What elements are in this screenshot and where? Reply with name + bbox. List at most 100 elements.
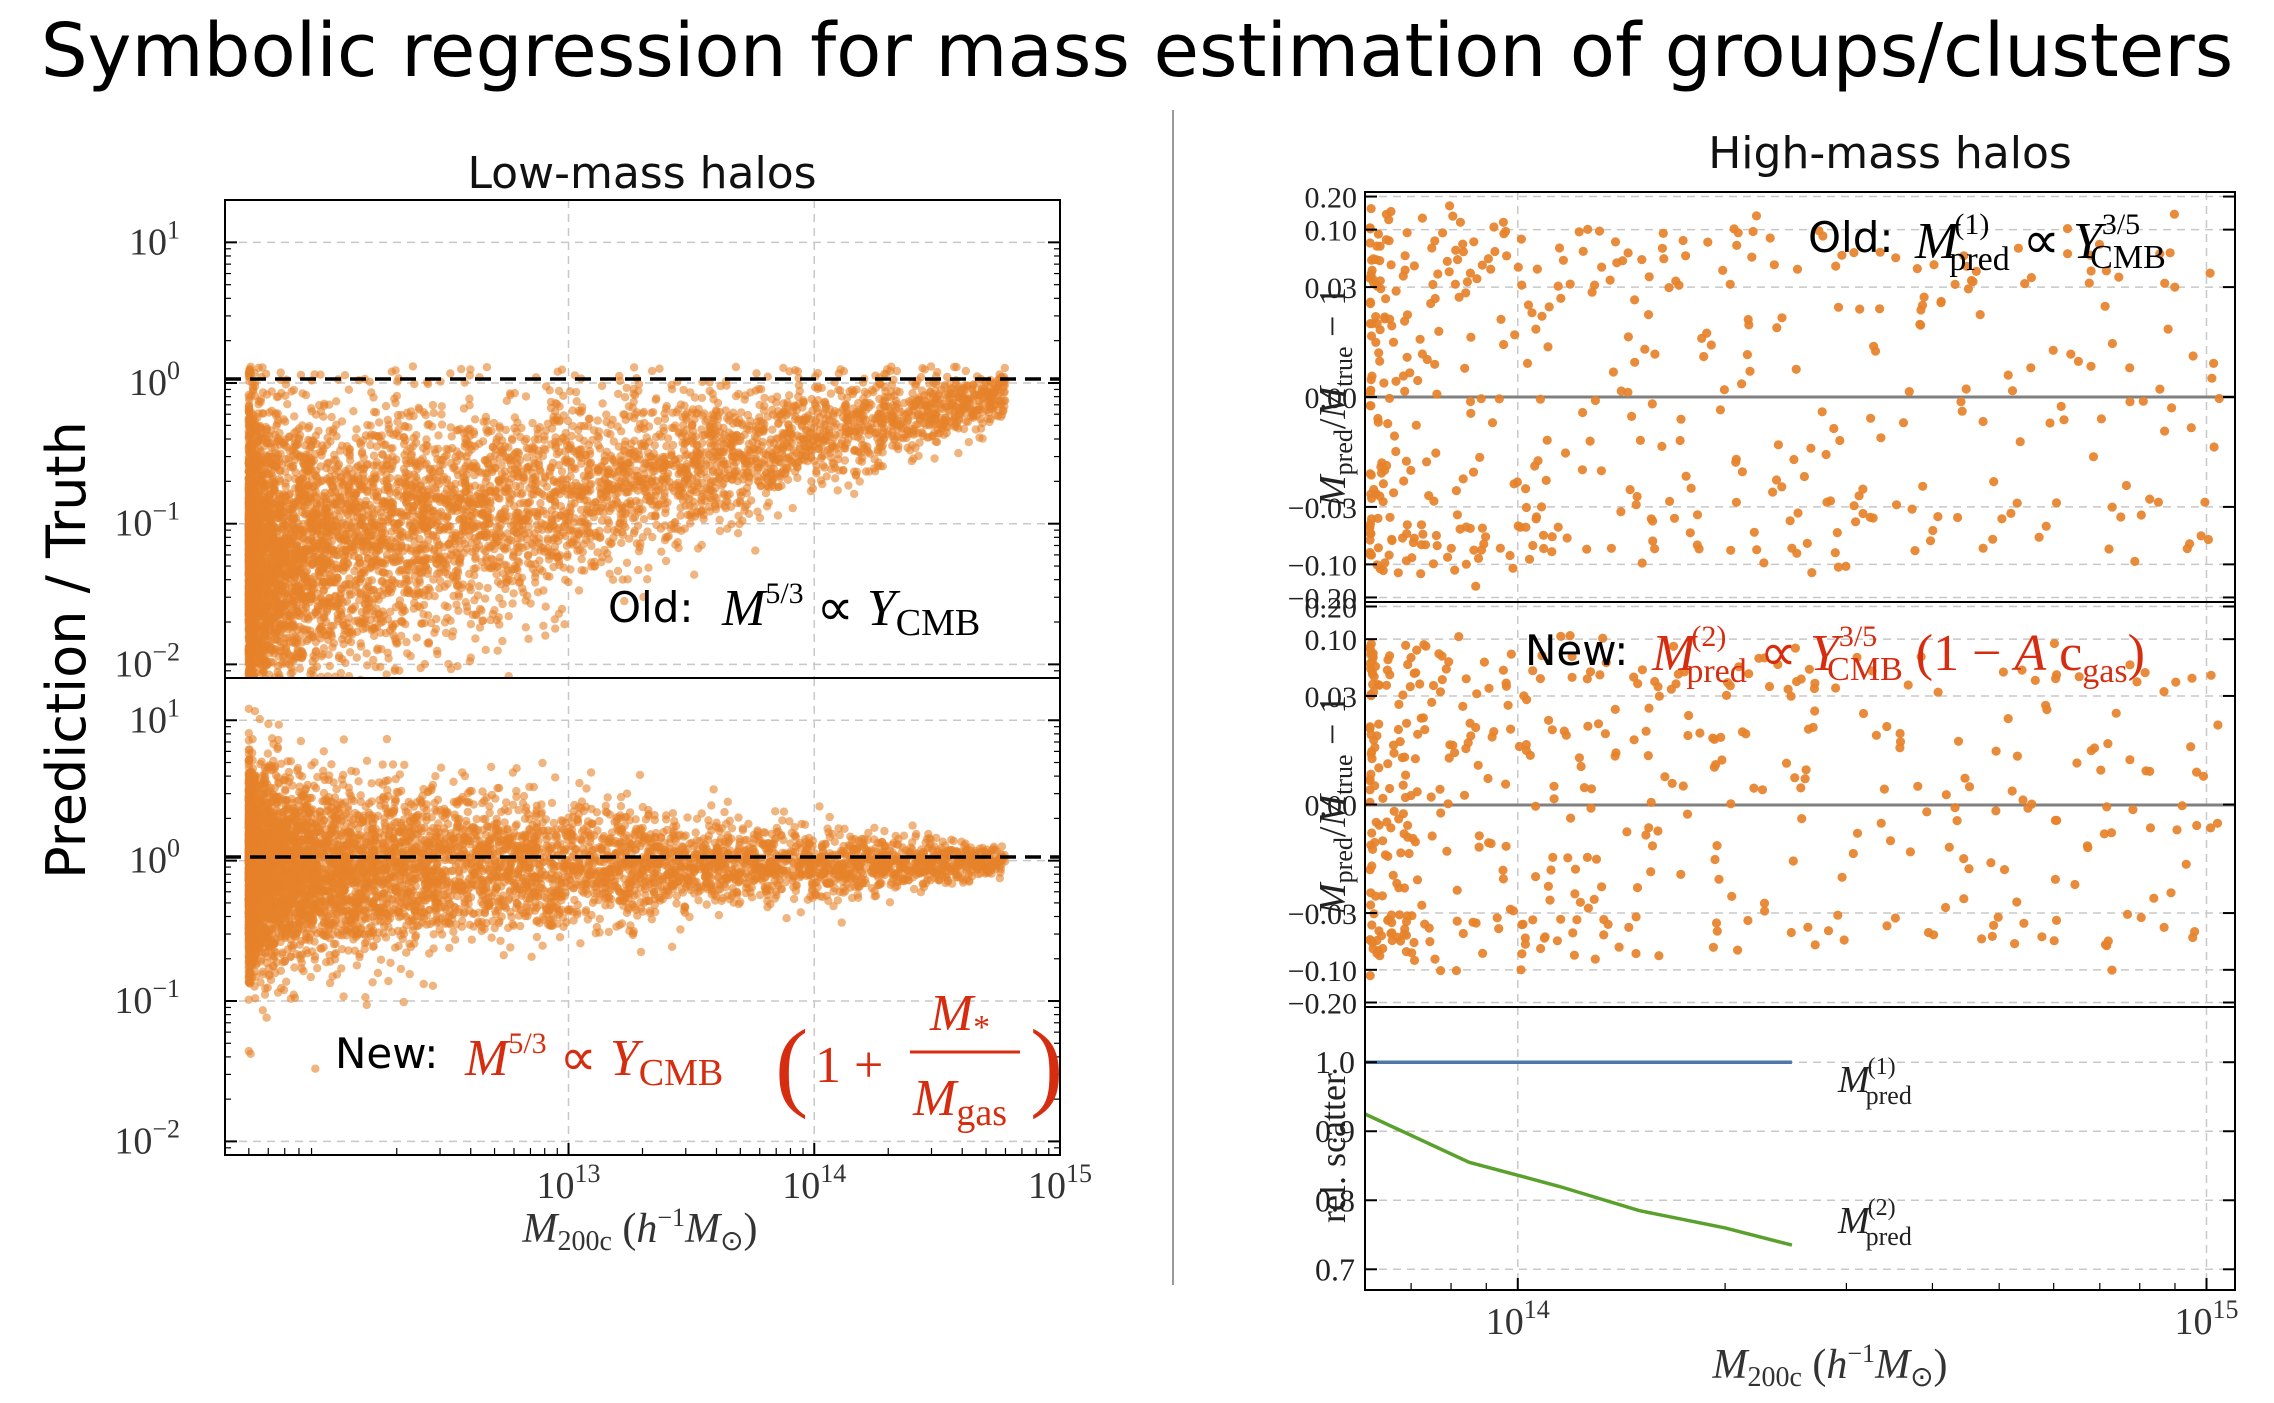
scatter-point (280, 707, 288, 715)
scatter-point (288, 675, 297, 678)
scatter-point (597, 381, 607, 391)
scatter-point (337, 441, 347, 450)
scatter-point (733, 529, 743, 538)
scatter-point (249, 688, 257, 696)
scatter-point (596, 478, 606, 487)
scatter-point (484, 426, 493, 436)
scatter-point (766, 435, 775, 444)
scatter-point (299, 572, 308, 581)
scatter-point (644, 563, 653, 572)
scatter-point (248, 677, 252, 678)
scatter-point (510, 423, 519, 433)
scatter-point (807, 477, 816, 486)
scatter-point (287, 678, 295, 686)
scatter-point (492, 570, 501, 579)
scatter-point (504, 672, 513, 678)
scatter-point (245, 688, 253, 696)
scatter-point (282, 703, 290, 711)
scatter-point (380, 715, 388, 723)
scatter-point (461, 598, 470, 607)
scatter-point (676, 511, 685, 520)
scatter-point (393, 417, 402, 426)
scatter-point (504, 443, 513, 452)
scatter-point (437, 402, 446, 411)
scatter-point (444, 445, 453, 454)
scatter-point (275, 728, 283, 736)
scatter-point (279, 689, 287, 697)
scatter-point (340, 371, 350, 380)
scatter-point (327, 688, 335, 696)
scatter-point (436, 507, 446, 517)
scatter-point (316, 563, 325, 573)
scatter-point (785, 391, 794, 400)
scatter-point (744, 509, 754, 518)
scatter-point (661, 556, 671, 566)
scatter-point (734, 389, 743, 399)
scatter-point (255, 683, 263, 691)
scatter-point (408, 362, 418, 371)
scatter-point (553, 413, 562, 422)
scatter-point (245, 682, 253, 690)
scatter-point (483, 469, 492, 478)
scatter-point (528, 418, 537, 428)
scatter-point (386, 607, 395, 616)
scatter-point (587, 541, 596, 551)
scatter-point (975, 433, 984, 442)
scatter-point (860, 387, 870, 397)
scatter-point (737, 408, 746, 417)
scatter-point (356, 675, 365, 678)
scatter-point (551, 624, 560, 633)
scatter-point (290, 412, 299, 421)
scatter-point (264, 699, 272, 707)
scatter-point (820, 397, 830, 406)
scatter-point (597, 516, 607, 525)
scatter-point (347, 590, 356, 599)
scatter-point (723, 524, 732, 533)
scatter-point (252, 680, 260, 688)
scatter-point (252, 699, 260, 707)
scatter-point (308, 436, 318, 445)
scatter-point (295, 664, 305, 673)
scatter-point (521, 392, 531, 401)
scatter-point (508, 599, 517, 608)
scatter-point (258, 665, 268, 674)
scatter-point (764, 498, 773, 507)
scatter-point (861, 467, 871, 476)
scatter-point (773, 511, 783, 520)
scatter-point (565, 387, 575, 396)
scatter-point (453, 662, 462, 671)
scatter-point (507, 435, 517, 445)
scatter-point (345, 648, 355, 657)
scatter-point (268, 693, 276, 701)
scatter-point (245, 689, 253, 697)
scatter-point (328, 700, 336, 708)
scatter-point (279, 692, 287, 700)
scatter-point (826, 389, 836, 398)
scatter-point (393, 410, 403, 420)
scatter-point (725, 416, 734, 425)
scatter-point (357, 449, 367, 458)
scatter-point (481, 456, 490, 465)
scatter-point (356, 503, 365, 512)
scatter-point (518, 584, 527, 593)
scatter-point (280, 697, 288, 705)
scatter-point (402, 637, 411, 647)
scatter-point (288, 667, 297, 677)
scatter-point (266, 696, 274, 704)
scatter-point (964, 437, 973, 447)
scatter-point (679, 385, 688, 395)
scatter-point (655, 364, 664, 373)
scatter-point (602, 410, 611, 419)
scatter-point (291, 745, 299, 753)
scatter-point (347, 604, 357, 613)
scatter-point (603, 428, 612, 438)
scatter-point (255, 696, 263, 704)
scatter-point (369, 451, 379, 460)
scatter-point (281, 380, 291, 389)
scatter-point (478, 616, 488, 625)
scatter-point (563, 550, 572, 559)
scatter-point (678, 412, 687, 422)
scatter-point (713, 398, 723, 408)
scatter-point (376, 618, 385, 627)
scatter-point (865, 449, 875, 458)
